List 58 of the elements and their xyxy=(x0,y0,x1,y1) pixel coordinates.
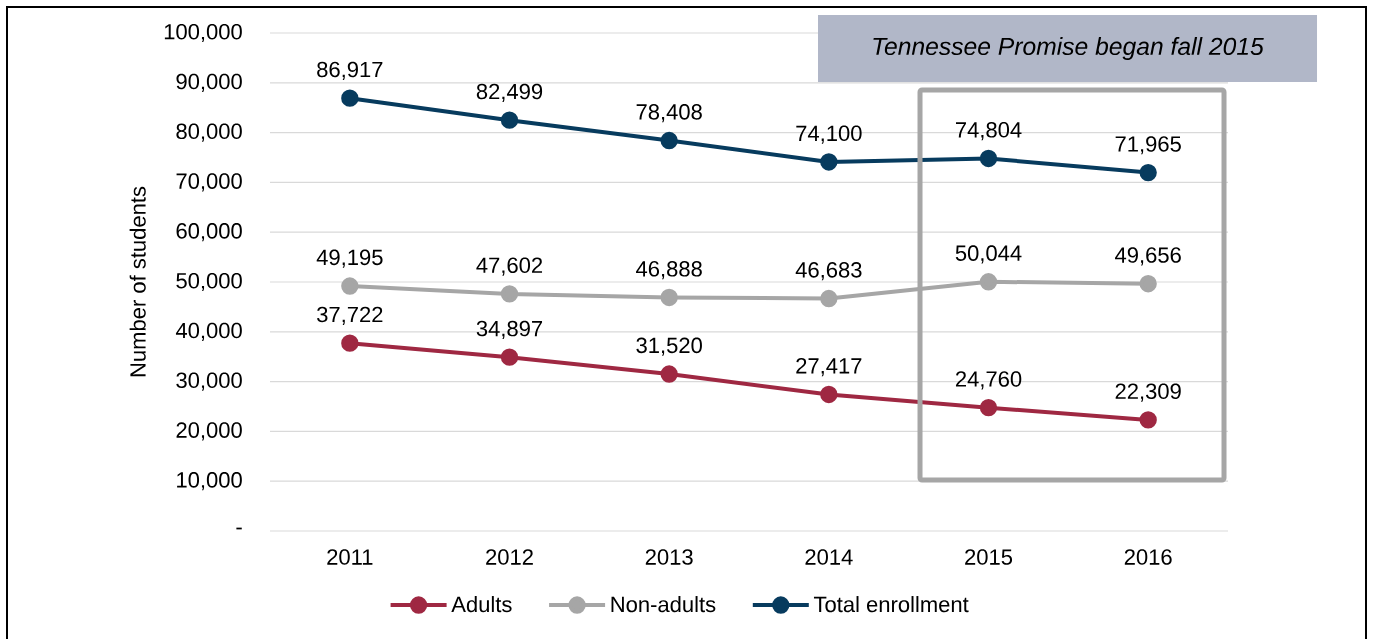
data-label: 49,195 xyxy=(316,249,383,268)
data-label: 34,897 xyxy=(476,320,543,339)
data-label: 22,309 xyxy=(1115,383,1181,402)
x-tick-label: 2014 xyxy=(805,549,853,565)
y-axis-title: Number of students xyxy=(129,186,146,377)
point xyxy=(979,273,998,291)
y-tick-label: - xyxy=(236,527,242,530)
point xyxy=(500,285,519,303)
y-tick-label: 40,000 xyxy=(175,322,242,341)
data-label: 50,044 xyxy=(955,245,1022,264)
y-tick-label: 80,000 xyxy=(176,123,242,142)
y-tick-label: 30,000 xyxy=(176,372,242,391)
data-label: 37,722 xyxy=(317,306,383,325)
point xyxy=(660,288,678,307)
x-tick-label: 2016 xyxy=(1124,549,1172,565)
point xyxy=(979,399,998,417)
y-tick-label: 70,000 xyxy=(176,173,242,192)
point xyxy=(1139,411,1157,429)
data-label: 24,760 xyxy=(955,371,1022,390)
point xyxy=(500,111,519,129)
point xyxy=(820,385,838,404)
data-label: 74,804 xyxy=(955,122,1022,141)
y-tick-label: 20,000 xyxy=(176,422,242,441)
point xyxy=(500,348,519,366)
y-tick-label: 90,000 xyxy=(176,73,242,92)
point xyxy=(979,149,998,168)
point xyxy=(1139,275,1157,293)
legend-label: Adults xyxy=(451,596,512,613)
data-label: 46,683 xyxy=(795,262,862,281)
data-label: 31,520 xyxy=(636,337,702,356)
y-tick-label: 60,000 xyxy=(176,223,242,242)
point xyxy=(1139,163,1157,182)
data-label: 82,499 xyxy=(476,83,543,102)
point xyxy=(660,131,678,150)
data-label: 74,100 xyxy=(796,125,862,144)
legend-label: Non-adults xyxy=(611,596,716,613)
data-label: 27,417 xyxy=(796,358,862,377)
data-label: 49,656 xyxy=(1115,247,1181,266)
data-label: 47,602 xyxy=(476,257,543,276)
x-tick-label: 2011 xyxy=(327,549,373,565)
data-label: 71,965 xyxy=(1115,136,1181,155)
legend-label: Total enrollment xyxy=(813,596,969,613)
point xyxy=(820,153,838,171)
y-tick-label: 50,000 xyxy=(176,272,242,292)
x-tick-label: 2012 xyxy=(486,549,533,565)
data-label: 46,888 xyxy=(636,261,702,280)
x-tick-label: 2015 xyxy=(965,549,1013,565)
point xyxy=(660,365,678,383)
point xyxy=(341,89,359,107)
x-tick-label: 2013 xyxy=(645,549,693,565)
y-tick-label: 100,000 xyxy=(164,23,242,43)
point xyxy=(341,277,359,295)
data-label: 86,917 xyxy=(317,61,383,80)
data-label: 78,408 xyxy=(636,104,702,123)
point xyxy=(341,334,359,352)
point xyxy=(820,289,838,308)
annotation: Tennessee Promise began fall 2015 xyxy=(873,36,1264,60)
y-tick-label: 10,000 xyxy=(177,472,242,491)
